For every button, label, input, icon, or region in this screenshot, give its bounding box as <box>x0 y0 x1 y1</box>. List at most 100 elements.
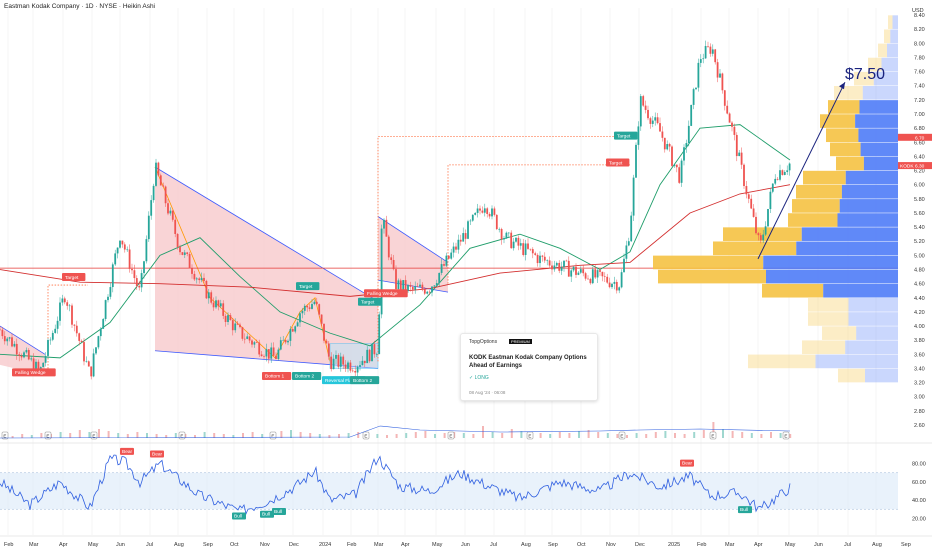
candle-body <box>745 186 748 195</box>
candle-body <box>143 261 145 274</box>
earnings-marker-label: E <box>711 434 714 439</box>
vp-bar-down <box>841 184 898 199</box>
news-card-title[interactable]: KODK Eastman Kodak Company Options Ahead… <box>469 355 587 369</box>
candle-body <box>263 356 265 357</box>
candle-body <box>75 325 78 334</box>
candle-body <box>776 178 779 180</box>
candle-body <box>282 339 285 341</box>
candle-body <box>440 264 443 273</box>
earnings-marker <box>709 431 717 440</box>
candle-body <box>301 310 304 314</box>
pattern-label-bg <box>364 289 408 298</box>
candle-body <box>515 237 517 242</box>
pattern-label-bg <box>262 371 292 380</box>
earnings-marker-label: E <box>271 434 274 439</box>
candle-body <box>486 208 489 214</box>
ma-slow-line <box>0 184 791 297</box>
candle-body <box>671 146 673 166</box>
time-tick-label: Mar <box>725 542 735 548</box>
time-tick-label: Sep <box>901 542 911 548</box>
candle-body <box>63 298 66 303</box>
candle-body <box>265 349 268 357</box>
vp-bar-down <box>873 71 898 86</box>
earnings-marker-label: E <box>180 434 183 439</box>
earnings-marker-label: E <box>528 434 531 439</box>
volume-bar <box>578 431 580 438</box>
volume-bar <box>702 430 705 438</box>
candle-body <box>529 248 532 250</box>
candle-body <box>740 152 743 165</box>
candle-body <box>594 269 597 278</box>
vp-bar-down <box>859 100 898 114</box>
candle-body <box>479 208 481 211</box>
candle-body <box>455 246 457 250</box>
candle-body <box>150 200 153 216</box>
candle-body <box>83 342 85 362</box>
candle-body <box>35 361 37 372</box>
rsi-signal-bg <box>150 450 164 458</box>
price-tick-label: 3.40 <box>914 366 925 372</box>
news-card-signal: ✓ LONG <box>469 375 489 381</box>
candle-body <box>191 268 193 274</box>
rsi-line <box>0 454 791 516</box>
price-tick-label: 6.60 <box>914 140 925 146</box>
candle-body <box>215 300 217 308</box>
vp-bar-down <box>862 85 898 100</box>
price-tick-label: 6.00 <box>914 183 925 189</box>
candle-body <box>695 87 697 90</box>
volume-bar <box>462 433 465 438</box>
volume-bar <box>472 434 475 438</box>
volume-bar <box>779 433 782 438</box>
earnings-marker-label: E <box>449 434 452 439</box>
earnings-marker-label: E <box>46 434 49 439</box>
candle-body <box>620 272 623 288</box>
volume-bar <box>443 433 446 438</box>
volume-bar <box>539 433 542 438</box>
rsi-signal-bg <box>232 512 246 520</box>
volume-bar <box>59 432 62 438</box>
candle-body <box>90 366 93 377</box>
candle-body <box>560 267 563 271</box>
candle-body <box>584 273 587 279</box>
candle-body <box>42 362 45 368</box>
time-tick-label: Aug <box>872 542 882 548</box>
candle-body <box>119 240 121 248</box>
candle-body <box>752 208 755 217</box>
candle-body <box>644 105 647 110</box>
vp-bar-up <box>884 29 891 44</box>
candle-body <box>183 252 186 255</box>
time-tick-label: Oct <box>230 542 239 548</box>
candle-body <box>289 329 292 341</box>
vp-bar-up <box>878 43 887 58</box>
candle-body <box>625 245 628 259</box>
earnings-marker-label: E <box>3 434 6 439</box>
volume-bar <box>40 433 43 438</box>
candle-body <box>373 344 376 355</box>
vp-bar-down <box>855 114 898 128</box>
candle-body <box>145 239 148 262</box>
volume-bar <box>405 433 408 438</box>
time-tick-label: Nov <box>606 542 616 548</box>
candle-body <box>673 164 676 166</box>
candle-body <box>587 278 589 280</box>
vp-bar-down <box>823 283 898 298</box>
candle-body <box>275 355 277 359</box>
volume-bar <box>549 434 552 438</box>
volume-bar <box>88 432 91 438</box>
vp-bar-up <box>723 227 802 241</box>
candle-body <box>294 326 297 332</box>
price-tick-label: 6.20 <box>914 169 925 175</box>
candle-body <box>435 283 438 286</box>
price-tick-label: 7.20 <box>914 98 925 104</box>
news-card[interactable]: TopgOptions PREMIUM KODK Eastman Kodak C… <box>460 333 598 401</box>
candle-body <box>649 118 652 124</box>
vp-bar-up <box>868 57 882 72</box>
candle-body <box>764 226 767 235</box>
volume-bar <box>731 431 734 438</box>
candle-body <box>507 232 510 234</box>
candle-body <box>697 62 700 88</box>
vp-bar-up <box>834 85 863 100</box>
pattern-label: Falling Wedge <box>367 291 398 297</box>
candle-body <box>306 305 309 308</box>
